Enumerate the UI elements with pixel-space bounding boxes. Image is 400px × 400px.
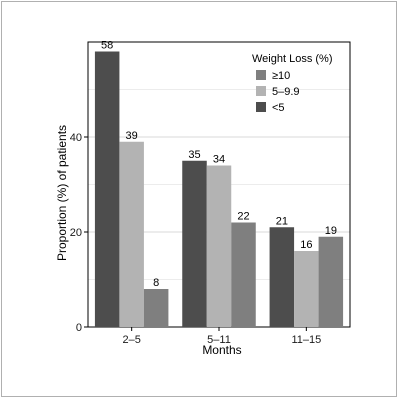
x-tick-label: 5–11 — [207, 334, 231, 346]
legend-swatch — [256, 102, 266, 112]
x-tick-label: 11–15 — [291, 334, 321, 346]
y-tick-label: 20 — [70, 227, 82, 239]
bar — [206, 165, 232, 327]
bar — [143, 289, 169, 327]
data-label: 39 — [126, 130, 138, 142]
legend-label: ≥10 — [272, 70, 290, 82]
y-axis-ticks: 0 20 40 — [70, 132, 88, 334]
bar — [318, 236, 344, 327]
x-axis-ticks: 2–5 5–11 11–15 — [122, 327, 321, 346]
data-labels: 58 39 8 35 34 22 21 16 19 — [101, 40, 337, 290]
x-tick-label: 2–5 — [122, 334, 140, 346]
data-label: 21 — [276, 215, 288, 227]
data-label: 35 — [188, 149, 200, 161]
legend-label: 5–9.9 — [272, 86, 300, 98]
bar — [119, 141, 144, 327]
y-tick-label: 40 — [70, 132, 82, 144]
legend-swatch — [256, 70, 266, 80]
data-label: 16 — [300, 239, 312, 251]
legend-label: <5 — [272, 102, 285, 114]
bar — [294, 251, 319, 327]
legend-swatch — [256, 86, 266, 96]
data-label: 34 — [213, 154, 225, 166]
bar — [231, 222, 256, 327]
x-axis-title: Months — [202, 343, 241, 357]
legend: Weight Loss (%) ≥10 5–9.9 <5 — [252, 53, 333, 114]
bar — [182, 160, 207, 327]
data-label: 22 — [237, 211, 249, 223]
data-label: 19 — [325, 225, 337, 237]
bar — [269, 227, 295, 327]
bar — [94, 51, 120, 327]
data-label: 8 — [153, 277, 159, 289]
data-label: 58 — [101, 40, 113, 52]
y-tick-label: 0 — [76, 322, 82, 334]
legend-title: Weight Loss (%) — [252, 53, 333, 65]
bars — [94, 51, 344, 327]
y-axis-title: Proportion (%) of patients — [55, 125, 69, 261]
